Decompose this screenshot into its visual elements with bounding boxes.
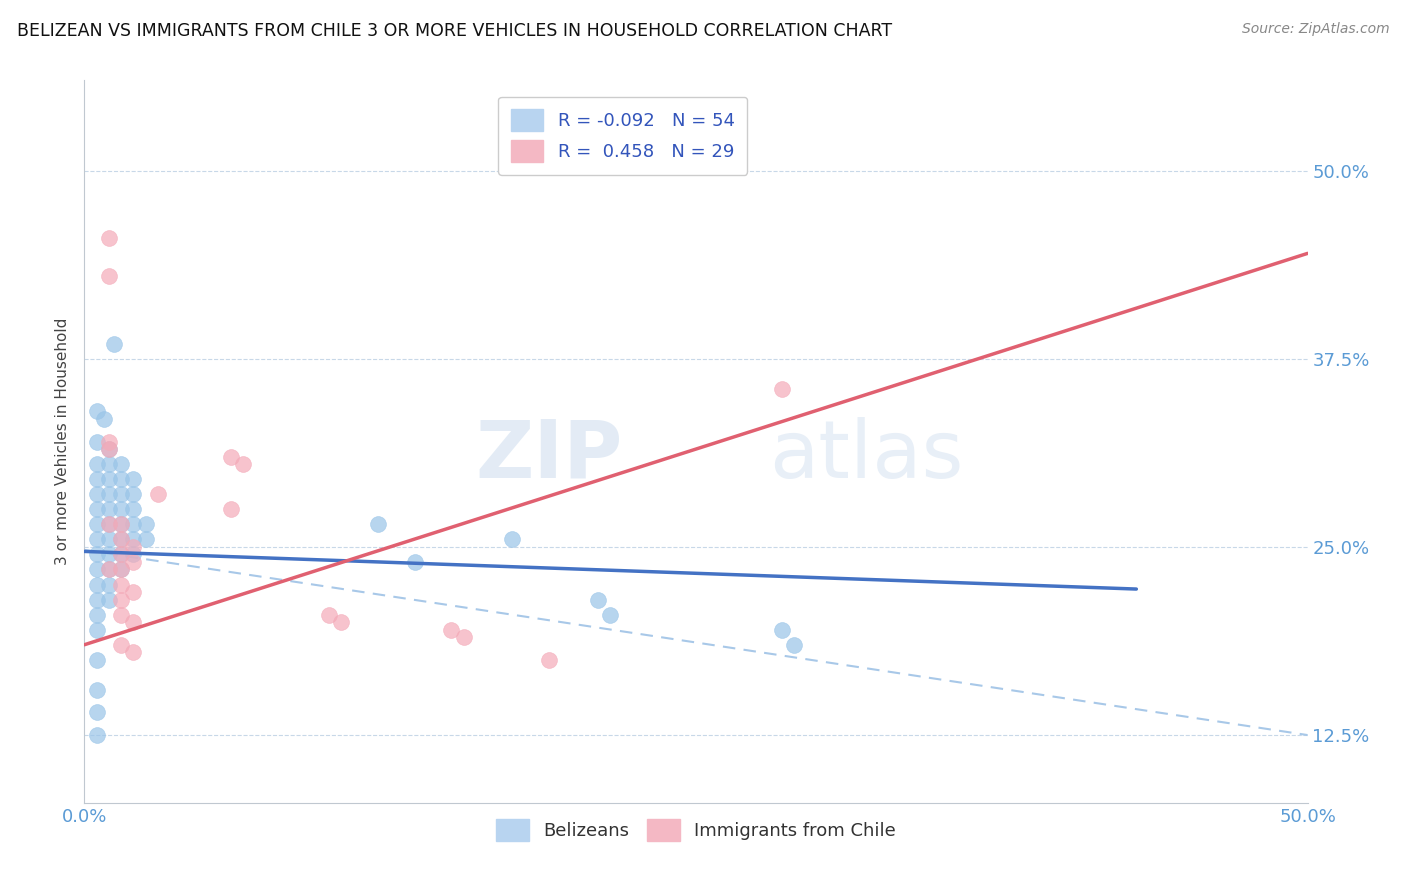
Point	[110, 562, 132, 576]
Point	[232, 457, 254, 471]
Point	[110, 517, 132, 532]
Legend: Belizeans, Immigrants from Chile: Belizeans, Immigrants from Chile	[489, 812, 903, 848]
Point	[122, 548, 145, 562]
Text: atlas: atlas	[769, 417, 963, 495]
Point	[110, 502, 132, 516]
Text: BELIZEAN VS IMMIGRANTS FROM CHILE 3 OR MORE VEHICLES IN HOUSEHOLD CORRELATION CH: BELIZEAN VS IMMIGRANTS FROM CHILE 3 OR M…	[17, 22, 891, 40]
Text: ZIP: ZIP	[475, 417, 623, 495]
Point	[86, 472, 108, 486]
Point	[122, 487, 145, 501]
Point	[367, 517, 389, 532]
Point	[110, 517, 132, 532]
Point	[135, 517, 157, 532]
Point	[110, 457, 132, 471]
Point	[122, 645, 145, 659]
Point	[86, 592, 108, 607]
Point	[86, 728, 108, 742]
Point	[122, 517, 145, 532]
Point	[86, 706, 108, 720]
Point	[110, 577, 132, 591]
Point	[86, 653, 108, 667]
Point	[97, 502, 120, 516]
Point	[122, 615, 145, 630]
Point	[330, 615, 353, 630]
Point	[110, 548, 132, 562]
Point	[103, 336, 125, 351]
Point	[86, 487, 108, 501]
Point	[97, 231, 120, 245]
Point	[770, 623, 793, 637]
Point	[404, 555, 426, 569]
Point	[97, 517, 120, 532]
Point	[97, 472, 120, 486]
Point	[86, 562, 108, 576]
Point	[219, 450, 242, 464]
Point	[97, 533, 120, 547]
Point	[97, 487, 120, 501]
Point	[97, 592, 120, 607]
Point	[110, 607, 132, 622]
Point	[122, 502, 145, 516]
Point	[97, 434, 120, 449]
Point	[110, 638, 132, 652]
Point	[110, 562, 132, 576]
Point	[86, 517, 108, 532]
Y-axis label: 3 or more Vehicles in Household: 3 or more Vehicles in Household	[55, 318, 70, 566]
Point	[97, 577, 120, 591]
Point	[86, 457, 108, 471]
Point	[122, 540, 145, 554]
Point	[86, 404, 108, 418]
Point	[97, 442, 120, 456]
Point	[135, 533, 157, 547]
Point	[97, 442, 120, 456]
Point	[122, 533, 145, 547]
Point	[110, 592, 132, 607]
Point	[97, 517, 120, 532]
Point	[110, 487, 132, 501]
Point	[318, 607, 340, 622]
Point	[502, 533, 524, 547]
Point	[86, 577, 108, 591]
Point	[440, 623, 463, 637]
Point	[122, 472, 145, 486]
Point	[93, 412, 115, 426]
Point	[86, 623, 108, 637]
Point	[538, 653, 561, 667]
Point	[97, 457, 120, 471]
Text: Source: ZipAtlas.com: Source: ZipAtlas.com	[1241, 22, 1389, 37]
Point	[453, 630, 475, 644]
Point	[86, 533, 108, 547]
Point	[122, 585, 145, 599]
Point	[97, 268, 120, 283]
Point	[110, 472, 132, 486]
Point	[122, 555, 145, 569]
Point	[783, 638, 806, 652]
Point	[86, 548, 108, 562]
Point	[86, 434, 108, 449]
Point	[97, 562, 120, 576]
Point	[110, 533, 132, 547]
Point	[110, 548, 132, 562]
Point	[110, 533, 132, 547]
Point	[86, 607, 108, 622]
Point	[97, 548, 120, 562]
Point	[86, 682, 108, 697]
Point	[97, 562, 120, 576]
Point	[770, 382, 793, 396]
Point	[146, 487, 169, 501]
Point	[219, 502, 242, 516]
Point	[599, 607, 621, 622]
Point	[586, 592, 609, 607]
Point	[86, 502, 108, 516]
